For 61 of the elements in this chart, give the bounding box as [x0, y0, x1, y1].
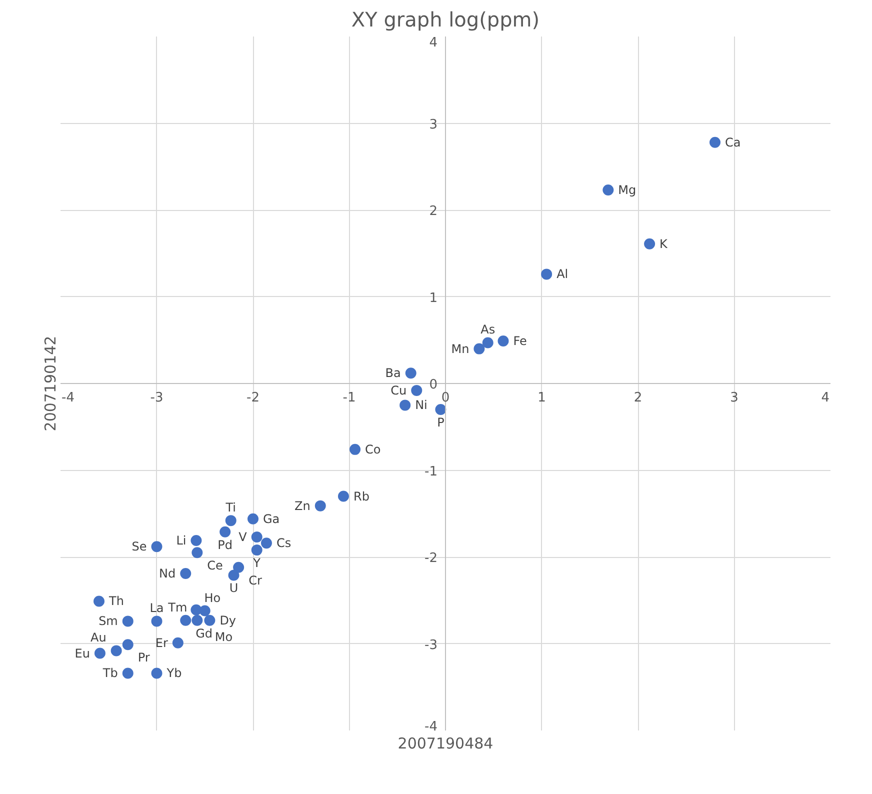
annotation: Co	[365, 442, 381, 456]
annotation: Cu	[390, 383, 407, 398]
annotation: Cr	[248, 573, 262, 588]
chart-title: XY graph log(ppm)	[351, 8, 540, 32]
annotation: Eu	[74, 646, 90, 660]
annotation: Li	[176, 534, 186, 548]
annotation: Er	[155, 636, 168, 650]
annotation: U	[229, 581, 238, 596]
annotation: K	[660, 236, 669, 251]
annotation: Mg	[618, 183, 636, 198]
annotation: Au	[90, 630, 106, 645]
annotation: Zn	[294, 498, 310, 513]
y-tick-label: 2	[429, 204, 438, 219]
annotation: Se	[132, 540, 147, 554]
annotation: Dy	[220, 613, 236, 628]
y-tick-label: -1	[424, 464, 438, 480]
y-tick-label: -2	[424, 551, 438, 566]
annotation: Nd	[159, 566, 176, 580]
x-tick-label: -3	[150, 390, 164, 406]
x-tick-label: 2	[634, 390, 642, 406]
annotation: As	[480, 322, 496, 337]
annotation: Pr	[138, 650, 150, 665]
annotation: Ca	[725, 135, 741, 150]
x-tick-label: 0	[441, 390, 450, 406]
y-tick-label: 3	[429, 117, 438, 132]
y-tick-label: 1	[429, 290, 438, 306]
y-tick-label: 0	[429, 378, 438, 392]
annotation: Tb	[102, 666, 118, 680]
annotation: Ba	[385, 366, 401, 380]
annotation: P	[437, 416, 444, 430]
annotation: Al	[556, 267, 568, 282]
annotation: Yb	[166, 666, 182, 680]
x-tick-label: -2	[246, 390, 260, 406]
annotation: Pd	[218, 538, 233, 552]
annotation: Mn	[451, 342, 470, 356]
y-axis-title: 2007190142	[42, 336, 60, 432]
x-tick-label: 1	[538, 390, 546, 406]
annotation: Gd	[196, 626, 213, 640]
annotation: Th	[108, 594, 124, 608]
x-tick-label: -4	[62, 390, 74, 406]
x-tick-label: -1	[342, 390, 356, 406]
annotation: Fe	[513, 334, 527, 348]
y-tick-label: -3	[424, 638, 438, 653]
annotation: Sm	[98, 614, 118, 628]
annotation: V	[238, 530, 248, 544]
annotation: Ho	[204, 590, 221, 605]
x-axis-title: 2007190484	[398, 734, 494, 752]
y-tick-label: -4	[424, 720, 438, 734]
y-tick-label: 4	[429, 36, 438, 50]
x-tick-label: 4	[821, 390, 830, 406]
annotation: Cs	[276, 536, 292, 550]
annotation: Tm	[167, 600, 188, 614]
annotation: Ni	[415, 398, 428, 412]
annotation: Ce	[207, 558, 223, 573]
annotation: Mo	[214, 630, 233, 644]
annotation: Y	[252, 556, 262, 570]
annotation: La	[150, 601, 164, 616]
annotation: Ga	[263, 512, 280, 526]
x-tick-label: 3	[730, 390, 738, 406]
annotation: Ti	[224, 500, 236, 515]
annotation: Rb	[353, 489, 370, 504]
